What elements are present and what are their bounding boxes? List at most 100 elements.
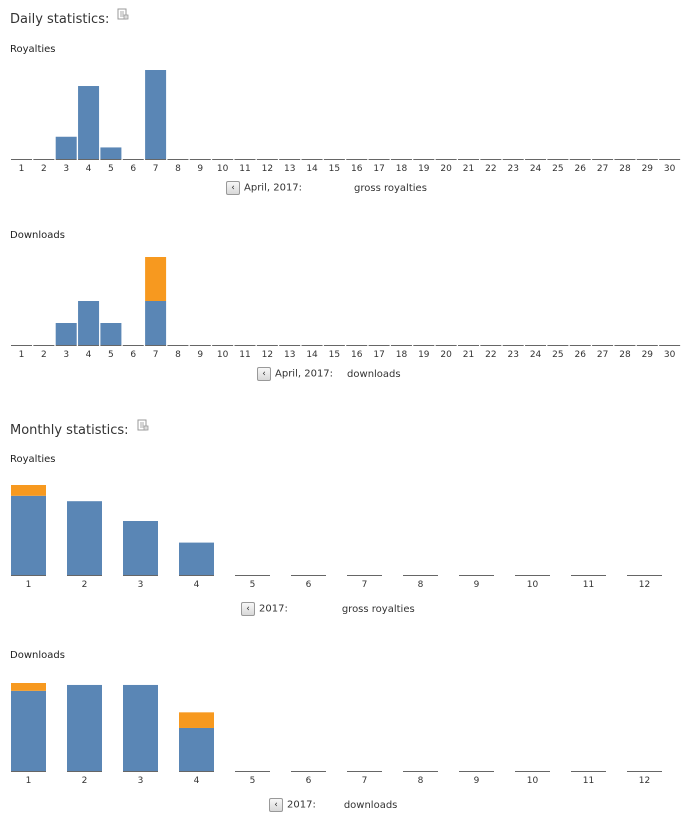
chart-daily-royalties: 1 2 3 4 5 6 7 8 9 10 11 12 13 14 15 16 17 18 19 20 21 22 23 24 2… [11,70,681,174]
bar-primary-7[interactable] [145,70,167,159]
bar-primary-5[interactable] [100,323,122,345]
export-icon[interactable] [117,8,129,20]
bar-primary-2[interactable] [67,684,102,771]
chart-title-daily-downloads: Downloads [10,230,65,241]
bar-primary-3[interactable] [123,521,158,575]
nav-metric[interactable]: gross royalties [354,182,427,194]
tick-label: 30 [664,350,676,360]
bar-primary-4[interactable] [78,301,100,345]
tick-label: 4 [86,350,92,360]
tick-label: 2 [82,580,88,590]
bar-primary-1[interactable] [11,690,46,771]
tick-label: 1 [26,580,32,590]
tick-label: 14 [306,350,318,360]
chart-monthly-downloads: 1 2 3 4 5 6 7 8 9 10 11 12 [11,683,662,786]
nav-metric[interactable]: downloads [343,799,398,811]
tick-label: 12 [639,580,650,590]
tick-label: 25 [552,164,563,174]
tick-label: 3 [63,164,69,174]
tick-label: 10 [217,350,229,360]
bar-primary-1[interactable] [11,495,46,575]
tick-label: 9 [474,776,480,786]
tick-label: 5 [250,776,256,786]
tick-label: 16 [351,350,363,360]
nav-metric[interactable]: gross royalties [341,603,415,615]
tick-label: 21 [463,164,474,174]
tick-label: 5 [108,164,114,174]
bar-secondary-7[interactable] [145,257,167,301]
nav-period: April, 2017: [244,182,303,194]
tick-label: 26 [575,164,587,174]
tick-label: 4 [194,776,200,786]
bar-primary-5[interactable] [100,147,122,159]
tick-label: 22 [485,350,496,360]
tick-label: 10 [527,580,539,590]
tick-label: 8 [418,580,424,590]
bar-primary-2[interactable] [67,501,102,575]
prev-period-button[interactable]: ‹ [226,181,240,195]
tick-label: 11 [239,164,250,174]
tick-label: 16 [351,164,363,174]
tick-label: 3 [63,350,69,360]
chart-daily-downloads: 1 2 3 4 5 6 7 8 9 10 11 12 13 14 15 16 17 18 19 20 21 22 23 24 2… [11,257,681,360]
tick-label: 1 [26,776,32,786]
nav-period: 2017: [259,603,288,615]
tick-label: 11 [239,350,250,360]
tick-label: 8 [175,164,181,174]
prev-period-button[interactable]: ‹ [241,602,255,616]
bar-primary-3[interactable] [123,684,158,771]
nav-metric[interactable]: downloads [347,368,401,380]
tick-label: 9 [474,580,480,590]
daily-statistics-title: Daily statistics: [10,12,110,27]
chart-title-monthly-royalties: Royalties [10,454,56,465]
tick-label: 18 [396,164,408,174]
tick-label: 11 [583,776,594,786]
bar-primary-4[interactable] [179,727,214,771]
tick-label: 2 [41,350,47,360]
tick-label: 15 [329,164,340,174]
tick-label: 4 [194,580,200,590]
tick-label: 3 [138,776,144,786]
tick-label: 6 [130,350,136,360]
tick-label: 2 [82,776,88,786]
nav-monthly-royalties: ‹ 2017: gross royalties [241,602,415,616]
tick-label: 28 [619,164,631,174]
tick-label: 27 [597,164,608,174]
chart-monthly-royalties: 1 2 3 4 5 6 7 8 9 10 11 12 [11,485,662,590]
monthly-statistics-title: Monthly statistics: [10,423,129,438]
tick-label: 20 [440,350,452,360]
bar-primary-7[interactable] [145,301,167,345]
bar-primary-4[interactable] [78,86,100,159]
tick-label: 30 [664,164,676,174]
tick-label: 17 [373,350,384,360]
tick-label: 1 [19,164,25,174]
tick-label: 7 [153,350,159,360]
bar-primary-3[interactable] [55,323,77,345]
tick-label: 10 [527,776,539,786]
tick-label: 11 [583,580,594,590]
tick-label: 9 [197,350,203,360]
tick-label: 7 [362,776,368,786]
export-icon[interactable] [137,419,149,431]
bar-secondary-1[interactable] [11,683,46,691]
tick-label: 12 [262,350,273,360]
chart-title-monthly-downloads: Downloads [10,650,65,661]
tick-label: 13 [284,350,295,360]
nav-period: April, 2017: [275,368,334,380]
tick-label: 29 [642,350,654,360]
prev-period-button[interactable]: ‹ [269,798,283,812]
tick-label: 5 [250,580,256,590]
tick-label: 20 [440,164,452,174]
tick-label: 4 [86,164,92,174]
tick-label: 29 [642,164,654,174]
prev-period-button[interactable]: ‹ [257,367,271,381]
bar-primary-4[interactable] [179,542,214,575]
tick-label: 6 [306,580,312,590]
tick-label: 23 [507,164,518,174]
bar-secondary-4[interactable] [179,712,214,728]
tick-label: 7 [153,164,159,174]
bar-primary-3[interactable] [55,136,77,159]
bar-secondary-1[interactable] [11,485,46,496]
tick-label: 25 [552,350,563,360]
nav-daily-downloads: ‹ April, 2017: downloads [257,367,401,381]
